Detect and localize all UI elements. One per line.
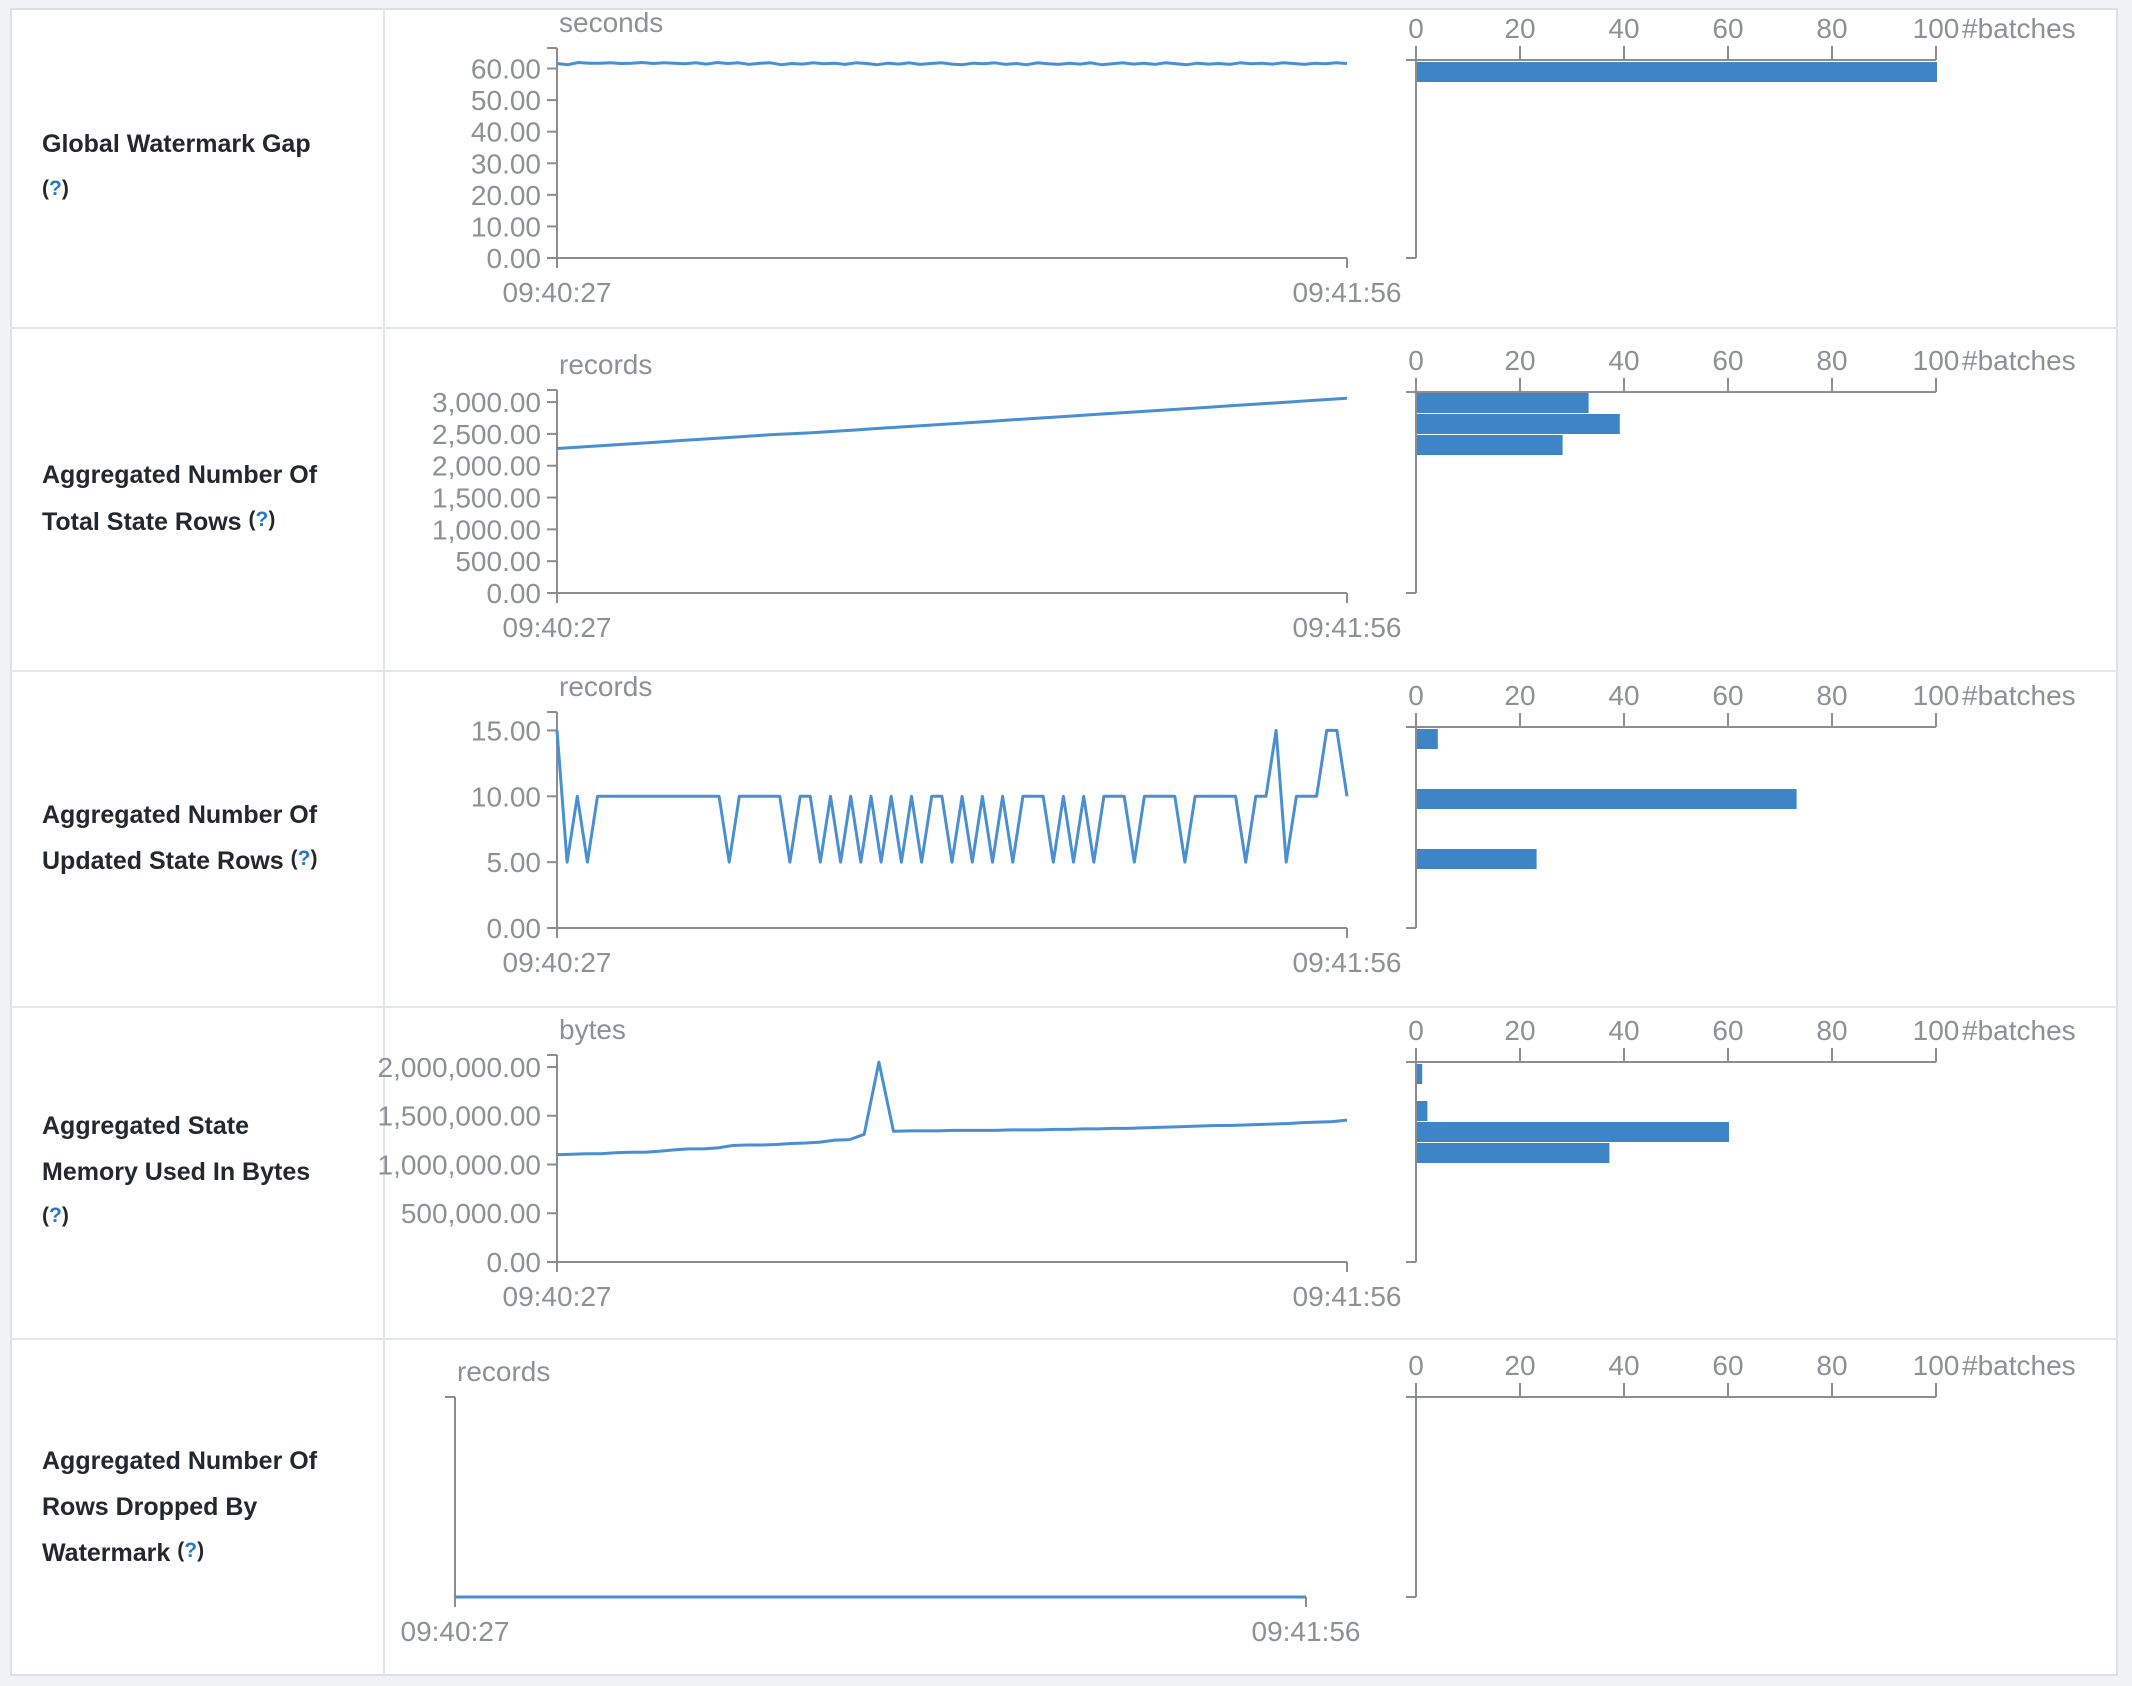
metric-row-state-memory-bytes: Aggregated State Memory Used In Bytes (?… <box>12 1006 381 1338</box>
help-link[interactable]: (?) <box>290 847 318 870</box>
metric-row-global-watermark-gap: Global Watermark Gap (?) <box>12 8 381 327</box>
row-divider <box>10 1338 2118 1340</box>
help-link[interactable]: (?) <box>42 176 69 200</box>
question-icon[interactable]: ? <box>255 507 269 531</box>
column-divider <box>383 8 385 1676</box>
question-icon[interactable]: ? <box>49 176 62 200</box>
metric-label: Aggregated Number Of Rows Dropped By Wat… <box>42 1438 334 1577</box>
metric-label: Aggregated Number Of Total State Rows (?… <box>42 452 334 545</box>
help-link[interactable]: (?) <box>248 507 276 531</box>
question-icon[interactable]: ? <box>49 1204 62 1228</box>
question-icon[interactable]: ? <box>297 847 311 870</box>
row-divider <box>10 1006 2118 1008</box>
row-divider <box>10 327 2118 329</box>
metric-row-total-state-rows: Aggregated Number Of Total State Rows (?… <box>12 327 381 670</box>
metric-label-text: Aggregated Number Of Total State Rows <box>42 461 318 536</box>
question-icon[interactable]: ? <box>184 1539 198 1563</box>
metric-row-updated-state-rows: Aggregated Number Of Updated State Rows … <box>12 670 381 1006</box>
metric-label: Aggregated Number Of Updated State Rows … <box>42 792 334 885</box>
help-link[interactable]: (?) <box>177 1539 205 1563</box>
metric-label-text: Aggregated Number Of Rows Dropped By Wat… <box>42 1446 318 1568</box>
metric-label: Aggregated State Memory Used In Bytes (?… <box>42 1103 334 1242</box>
metric-row-rows-dropped-by-watermark: Aggregated Number Of Rows Dropped By Wat… <box>12 1338 381 1676</box>
help-link[interactable]: (?) <box>42 1204 69 1228</box>
metric-label-text: Global Watermark Gap <box>42 130 311 159</box>
row-divider <box>10 670 2118 672</box>
metric-label-text: Aggregated Number Of Updated State Rows <box>42 800 318 875</box>
metric-label: Global Watermark Gap (?) <box>42 121 334 214</box>
metric-label-text: Aggregated State Memory Used In Bytes <box>42 1111 311 1186</box>
